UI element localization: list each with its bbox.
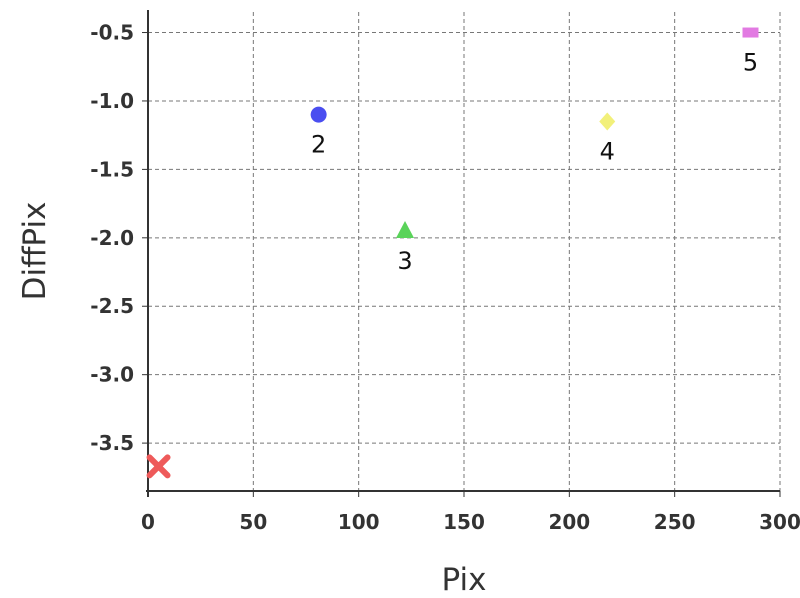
grid bbox=[148, 12, 781, 491]
x-marker-stroke bbox=[146, 454, 171, 479]
y-tick-label: -3.0 bbox=[90, 363, 134, 387]
x-tick-label: 100 bbox=[338, 510, 380, 534]
data-point: 3 bbox=[396, 220, 415, 275]
data-points: 2 3 4 5 bbox=[146, 27, 759, 479]
x-tick-label: 50 bbox=[239, 510, 267, 534]
diamond-marker bbox=[599, 112, 616, 131]
square-marker bbox=[742, 27, 759, 38]
x-tick-label: 250 bbox=[654, 510, 696, 534]
x-tick-label: 150 bbox=[443, 510, 485, 534]
point-label: 4 bbox=[600, 137, 615, 165]
y-tick-label: -0.5 bbox=[90, 21, 134, 45]
data-point: 5 bbox=[742, 27, 759, 77]
triangle-marker bbox=[396, 220, 415, 238]
x-tick-label: 300 bbox=[759, 510, 800, 534]
x-tick-label: 200 bbox=[548, 510, 590, 534]
y-tick-label: -1.5 bbox=[90, 157, 134, 181]
y-tick-label: -2.0 bbox=[90, 226, 134, 250]
y-axis-label: DiffPix bbox=[17, 202, 53, 301]
data-point bbox=[146, 454, 171, 479]
x-ticks: 0 50 100 150 200 250 300 bbox=[141, 491, 800, 534]
point-label: 2 bbox=[311, 131, 326, 159]
point-label: 3 bbox=[397, 247, 412, 275]
y-tick-label: -1.0 bbox=[90, 89, 134, 113]
x-axis-label: Pix bbox=[442, 562, 487, 598]
y-tick-label: -2.5 bbox=[90, 294, 134, 318]
point-label: 5 bbox=[743, 49, 758, 77]
data-point: 4 bbox=[599, 112, 616, 165]
x-tick-label: 0 bbox=[141, 510, 155, 534]
circle-marker bbox=[310, 106, 327, 123]
y-ticks: -3.5 -3.0 -2.5 -2.0 -1.5 -1.0 -0.5 bbox=[90, 21, 148, 455]
data-point: 2 bbox=[310, 106, 327, 159]
y-tick-label: -3.5 bbox=[90, 431, 134, 455]
